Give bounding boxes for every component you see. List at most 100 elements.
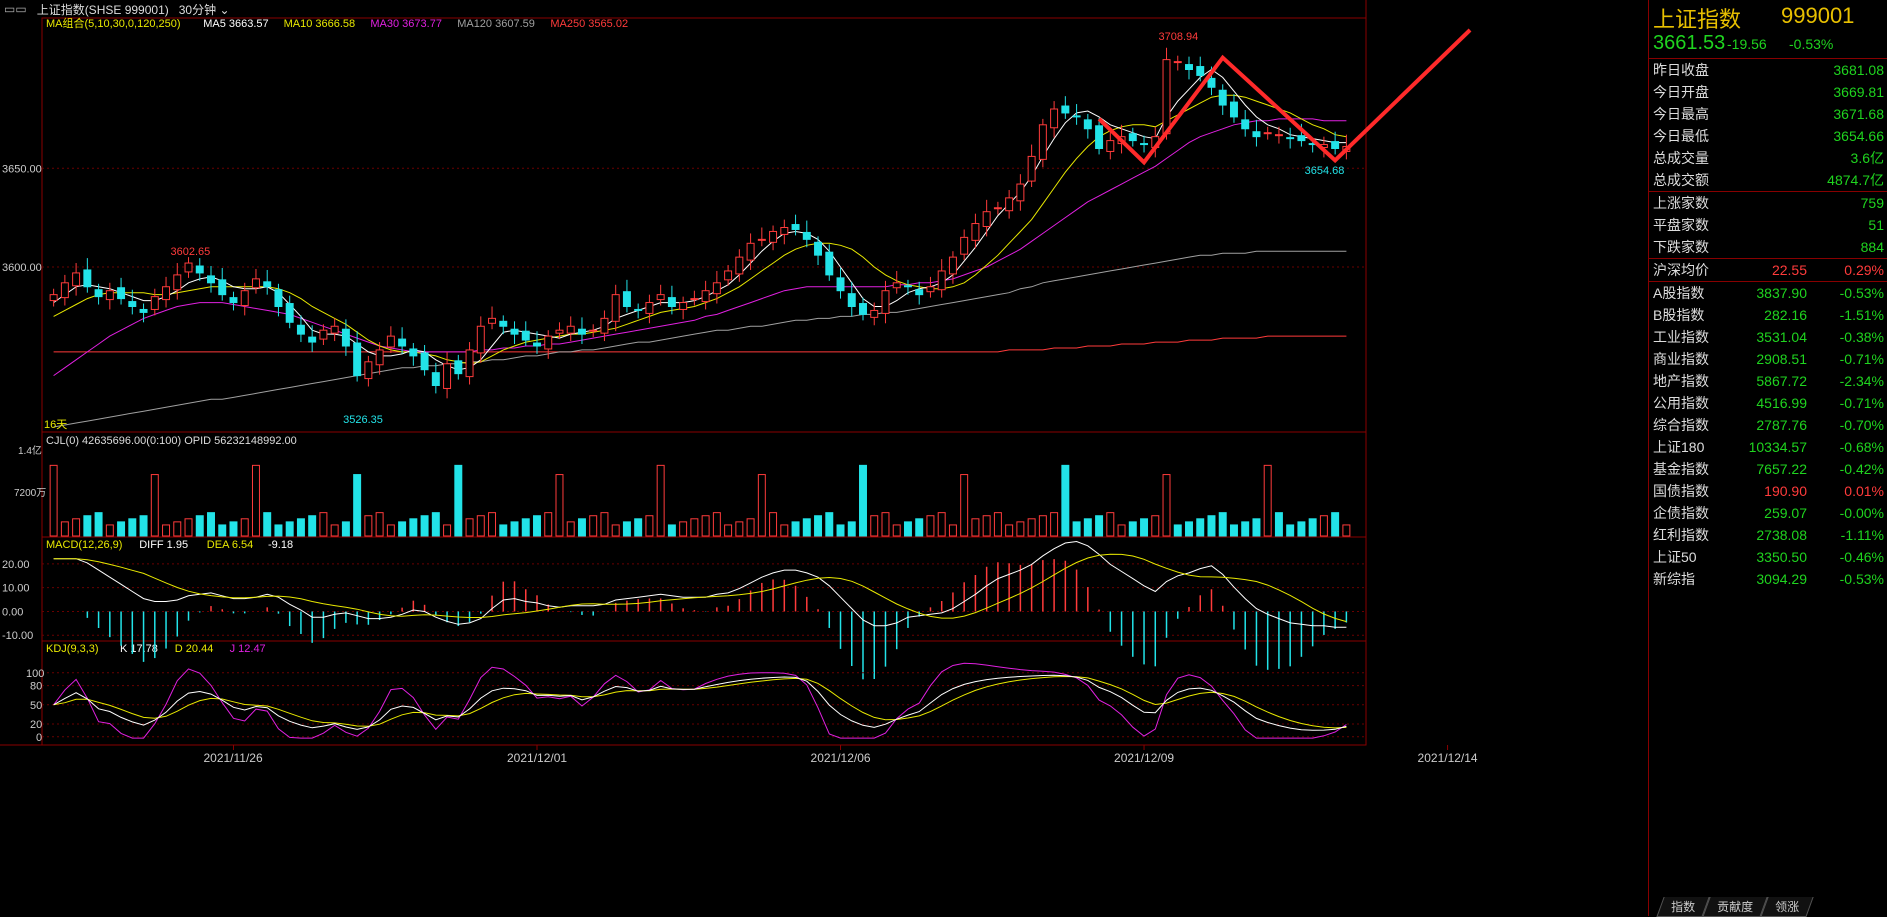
- candle-body: [353, 342, 362, 377]
- index-row[interactable]: 地产指数 5867.72 -2.34%: [1649, 370, 1887, 392]
- volume-bar: [49, 464, 58, 537]
- volume-bar: [1286, 524, 1295, 537]
- tab-指数[interactable]: 指数: [1656, 897, 1710, 917]
- candle-body: [667, 297, 676, 307]
- candle-body: [825, 251, 834, 276]
- candle-body: [1196, 66, 1205, 76]
- chevron-down-icon: ⌄: [219, 2, 230, 17]
- volume-bar: [971, 518, 980, 537]
- stat-row[interactable]: 昨日收盘 3681.08: [1649, 59, 1887, 81]
- volume-bar: [117, 521, 126, 537]
- volume-bar: [1263, 464, 1272, 537]
- volume-bar: [948, 524, 957, 537]
- index-change: -19.56: [1727, 36, 1767, 52]
- period-select[interactable]: 30分钟 ⌄: [178, 2, 230, 17]
- candle-body: [1072, 115, 1081, 118]
- tab-贡献度[interactable]: 贡献度: [1702, 897, 1768, 917]
- candle-body: [757, 238, 766, 241]
- stat-row[interactable]: 今日开盘 3669.81: [1649, 81, 1887, 103]
- volume-bar: [667, 524, 676, 537]
- index-row[interactable]: B股指数 282.16 -1.51%: [1649, 304, 1887, 326]
- stat-row[interactable]: 总成交量 3.6亿: [1649, 147, 1887, 169]
- candle-body: [948, 256, 957, 275]
- volume-bar: [769, 512, 778, 537]
- volume-bar: [791, 521, 800, 537]
- index-row[interactable]: 商业指数 2908.51 -0.71%: [1649, 348, 1887, 370]
- candle-body: [319, 329, 328, 340]
- kdj-tick-label: 100: [26, 668, 44, 680]
- menu-icon[interactable]: ▭▭: [4, 2, 27, 16]
- breadth-row[interactable]: 平盘家数 51: [1649, 214, 1887, 236]
- stat-row[interactable]: 今日最低 3654.66: [1649, 125, 1887, 147]
- volume-bar: [105, 524, 114, 537]
- candle-body: [1050, 108, 1059, 129]
- index-row-pct: -1.51%: [1839, 307, 1884, 323]
- price-tick-label: 3650.00: [2, 163, 42, 175]
- candle-body: [555, 329, 564, 334]
- volume-bar: [701, 515, 710, 537]
- index-row[interactable]: 国债指数 190.90 0.01%: [1649, 480, 1887, 502]
- low-annotation: 3526.35: [343, 414, 383, 426]
- volume-bar: [859, 464, 867, 537]
- index-row-pct: -0.46%: [1839, 549, 1884, 565]
- candle-body: [926, 286, 935, 293]
- index-row-label: 国债指数: [1653, 483, 1709, 499]
- volume-bar: [510, 521, 519, 537]
- stat-row[interactable]: 总成交额 4874.7亿: [1649, 169, 1887, 191]
- index-row-label: 新综指: [1653, 571, 1695, 587]
- index-row[interactable]: 上证50 3350.50 -0.46%: [1649, 546, 1887, 568]
- candle-body: [915, 289, 924, 296]
- volume-tick-label: 1.4亿: [18, 444, 42, 457]
- macd-legend-item: DEA 6.54: [207, 539, 253, 551]
- chart-title[interactable]: 上证指数(SHSE 999001): [36, 2, 169, 17]
- volume-bar: [566, 521, 575, 537]
- candle-body: [195, 265, 204, 274]
- volume-bar: [1342, 524, 1351, 537]
- index-row[interactable]: 上证180 10334.57 -0.68%: [1649, 436, 1887, 458]
- index-row[interactable]: 公用指数 4516.99 -0.71%: [1649, 392, 1887, 414]
- ma10-line: [53, 94, 1347, 365]
- days-label: 16天: [44, 419, 67, 431]
- volume-bar: [802, 518, 811, 537]
- macd-legend-item: MACD(12,26,9): [46, 539, 122, 551]
- candle-body: [611, 294, 620, 322]
- volume-bar: [1140, 518, 1149, 537]
- candle-body: [645, 302, 654, 314]
- index-code: 999001: [1781, 3, 1855, 28]
- stock-chart[interactable]: 3600.00 3650.00 3708.94 3526.35 3602.65 3654.…: [0, 0, 1648, 916]
- candle-body: [1229, 101, 1238, 118]
- volume-bar: [72, 518, 81, 537]
- candle-body: [1016, 183, 1025, 202]
- breadth-row[interactable]: 下跌家数 884: [1649, 236, 1887, 258]
- index-row[interactable]: 综合指数 2787.76 -0.70%: [1649, 414, 1887, 436]
- breadth-row[interactable]: 上涨家数 759: [1649, 192, 1887, 214]
- index-row[interactable]: 企债指数 259.07 -0.00%: [1649, 502, 1887, 524]
- candle-body: [1218, 89, 1227, 106]
- volume-bar: [1308, 518, 1317, 537]
- candle-body: [139, 308, 148, 313]
- candle-body: [881, 290, 890, 314]
- volume-bar: [1173, 524, 1182, 537]
- candle-body: [240, 290, 249, 307]
- chart-toolbar: ▭▭ 上证指数(SHSE 999001) 30分钟 ⌄: [0, 0, 230, 18]
- index-row-pct: -0.42%: [1839, 461, 1884, 477]
- index-row-value: 4516.99: [1756, 395, 1807, 411]
- index-row[interactable]: A股指数 3837.90 -0.53%: [1649, 282, 1887, 304]
- kdj-d-line: [53, 675, 1347, 729]
- kdj-tick-label: 0: [36, 732, 42, 744]
- candle-body: [263, 281, 272, 288]
- candle-body: [814, 241, 823, 256]
- index-row[interactable]: 基金指数 7657.22 -0.42%: [1649, 458, 1887, 480]
- x-tick-label: 2021/12/14: [1418, 751, 1478, 765]
- tab-领涨[interactable]: 领涨: [1760, 897, 1814, 917]
- candle-body: [712, 282, 721, 295]
- volume-bar: [1274, 512, 1283, 537]
- stat-row[interactable]: 今日最高 3671.68: [1649, 103, 1887, 125]
- index-row[interactable]: 新综指 3094.29 -0.53%: [1649, 568, 1887, 590]
- candle-body: [465, 349, 474, 378]
- macd-panel-frame: [41, 536, 1367, 642]
- macd-diff-line: [53, 540, 1347, 628]
- index-row[interactable]: 红利指数 2738.08 -1.11%: [1649, 524, 1887, 546]
- quote-header: 上证指数 999001 3661.53 -19.56 -0.53%: [1649, 0, 1887, 59]
- index-row[interactable]: 工业指数 3531.04 -0.38%: [1649, 326, 1887, 348]
